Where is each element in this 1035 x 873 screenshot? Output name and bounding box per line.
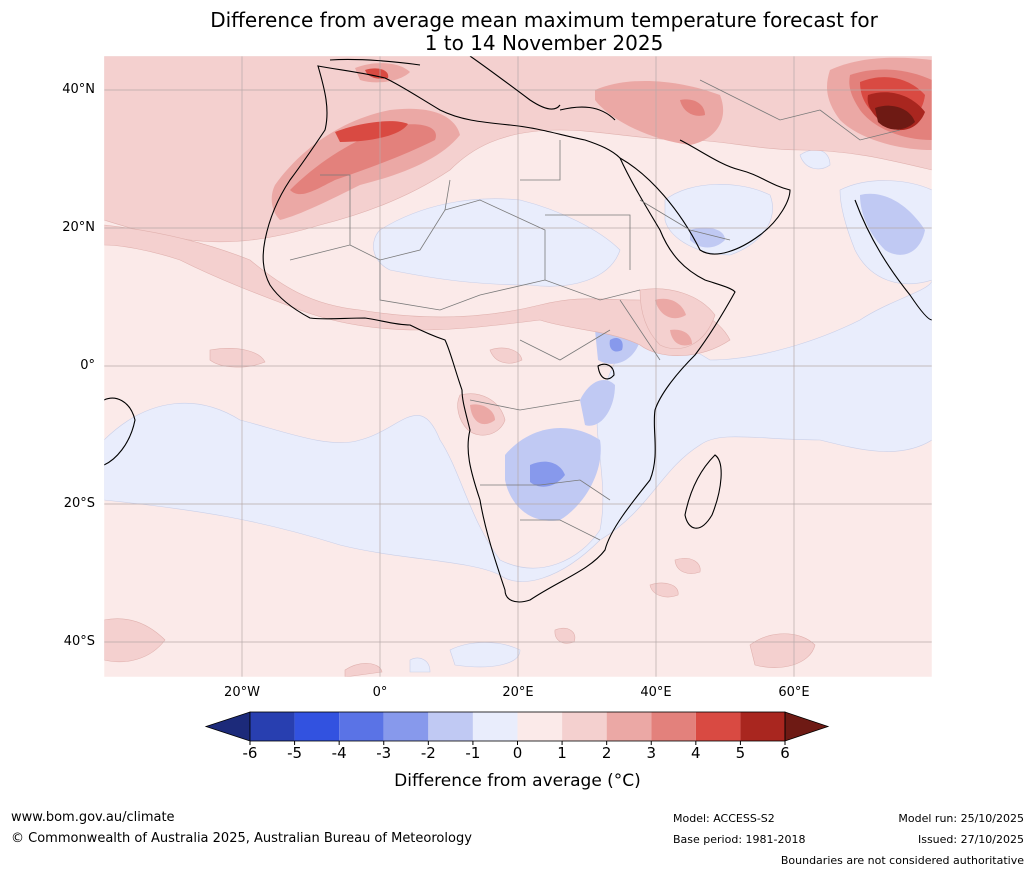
cool-anomaly-strong bbox=[530, 338, 623, 487]
colorbar-tick-label: 4 bbox=[691, 744, 701, 762]
colorbar-arrow-low bbox=[204, 711, 251, 742]
chart-title: Difference from average mean maximum tem… bbox=[110, 9, 978, 55]
graticule bbox=[104, 56, 932, 677]
lon-label-60e: 60°E bbox=[778, 685, 810, 700]
colorbar-label: Difference from average (°C) bbox=[394, 771, 641, 791]
country-borders bbox=[289, 79, 901, 541]
colorbar-tick-label: 0 bbox=[512, 744, 523, 762]
colorbar-tick-label: 1 bbox=[557, 744, 567, 762]
colorbar-segment bbox=[562, 712, 607, 741]
colorbar-segment bbox=[740, 712, 785, 741]
issued-date: Issued: 27/10/2025 bbox=[917, 833, 1024, 846]
lat-label-20s: 20°S bbox=[63, 496, 95, 511]
colorbar-segment bbox=[517, 712, 563, 741]
colorbar-tick-label: -4 bbox=[331, 744, 347, 762]
model-name: Model: ACCESS-S2 bbox=[673, 812, 775, 825]
colorbar-segment bbox=[606, 712, 652, 741]
colorbar-segment bbox=[339, 712, 384, 741]
lat-label-0: 0° bbox=[80, 358, 95, 373]
colorbar-tick-label: 3 bbox=[646, 744, 657, 762]
lon-label-20w: 20°W bbox=[224, 685, 260, 700]
title-line-2: 1 to 14 November 2025 bbox=[424, 31, 664, 55]
title-line-1: Difference from average mean maximum tem… bbox=[210, 8, 878, 32]
model-run: Model run: 25/10/2025 bbox=[898, 812, 1024, 825]
colorbar-tick-label: -3 bbox=[376, 744, 392, 762]
colorbar-tick-label: -6 bbox=[242, 744, 258, 762]
colorbar-segment bbox=[472, 712, 518, 741]
lat-label-20n: 20°N bbox=[62, 220, 95, 235]
colorbar-tick-label: -5 bbox=[287, 744, 303, 762]
colorbar-tick-label: 6 bbox=[780, 744, 790, 762]
colorbar-segment bbox=[250, 712, 295, 741]
colorbar-segment bbox=[294, 712, 340, 741]
colorbar-segment bbox=[695, 712, 741, 741]
colorbar bbox=[204, 711, 830, 745]
website-link[interactable]: www.bom.gov.au/climate bbox=[11, 810, 175, 825]
colorbar-tick-label: -2 bbox=[420, 744, 436, 762]
lon-label-20e: 20°E bbox=[502, 685, 534, 700]
colorbar-tick-label: -1 bbox=[465, 744, 481, 762]
warm-anomaly-peak bbox=[875, 105, 915, 130]
lon-label-40e: 40°E bbox=[640, 685, 672, 700]
colorbar-arrow-high bbox=[784, 711, 830, 742]
colorbar-segment bbox=[651, 712, 696, 741]
lat-label-40s: 40°S bbox=[63, 634, 95, 649]
colorbar-segment bbox=[428, 712, 473, 741]
colorbar-segment bbox=[383, 712, 429, 741]
colorbar-tick-label: 2 bbox=[601, 744, 612, 762]
colorbar-tick-label: 5 bbox=[735, 744, 746, 762]
base-period: Base period: 1981-2018 bbox=[673, 833, 806, 846]
lat-label-40n: 40°N bbox=[62, 82, 95, 97]
lon-label-0: 0° bbox=[372, 685, 388, 700]
coastlines bbox=[104, 56, 932, 603]
copyright: © Commonwealth of Australia 2025, Austra… bbox=[11, 831, 472, 846]
disclaimer: Boundaries are not considered authoritat… bbox=[780, 854, 1024, 867]
